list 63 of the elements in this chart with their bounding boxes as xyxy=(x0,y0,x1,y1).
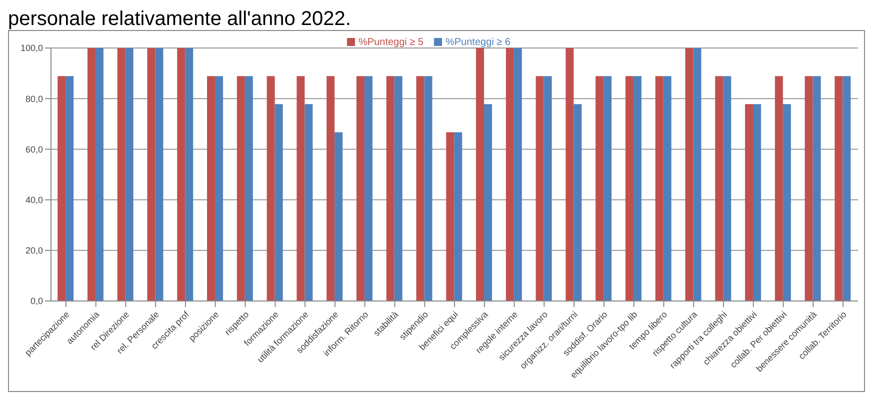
bar xyxy=(87,48,96,301)
bar xyxy=(185,48,194,301)
bar xyxy=(476,48,484,301)
bar xyxy=(685,48,694,301)
bar xyxy=(236,76,245,301)
bar xyxy=(842,76,851,301)
bar xyxy=(207,76,216,301)
bar xyxy=(125,48,134,301)
y-tick-label: 40,0 xyxy=(25,194,43,205)
y-tick-label: 80,0 xyxy=(25,94,43,104)
bar xyxy=(334,132,343,301)
bar xyxy=(536,76,544,301)
bar xyxy=(95,48,104,301)
bar xyxy=(574,104,582,301)
bar xyxy=(753,104,762,301)
bar xyxy=(364,76,372,301)
bar xyxy=(544,76,552,301)
bar xyxy=(514,48,522,301)
bar xyxy=(745,104,754,301)
bar xyxy=(655,76,664,301)
bar xyxy=(834,76,843,301)
y-tick-label: 60,0 xyxy=(25,144,43,154)
bar xyxy=(147,48,156,301)
bar xyxy=(663,76,672,301)
bar xyxy=(804,76,813,301)
bar xyxy=(66,76,74,301)
bar xyxy=(266,76,275,301)
bar xyxy=(446,132,454,301)
bar xyxy=(812,76,821,301)
legend-label: %Punteggi ≥ 6 xyxy=(446,37,510,48)
bar xyxy=(416,76,424,301)
legend-label: %Punteggi ≥ 5 xyxy=(358,37,424,48)
bar xyxy=(394,76,402,301)
bar xyxy=(177,48,186,301)
bar xyxy=(774,76,783,301)
chart-title: personale relativamente all'anno 2022. xyxy=(8,8,352,30)
bar xyxy=(244,76,253,301)
bar xyxy=(215,76,224,301)
bar xyxy=(296,76,305,301)
y-tick-label: 20,0 xyxy=(25,246,43,256)
y-tick-label: 100,0 xyxy=(20,43,43,54)
bar xyxy=(506,48,514,301)
bar xyxy=(723,76,732,301)
bar xyxy=(625,76,634,301)
bar xyxy=(386,76,394,301)
bar xyxy=(715,76,724,301)
bar xyxy=(604,76,612,301)
bar xyxy=(484,104,492,301)
bar xyxy=(155,48,164,301)
bar xyxy=(693,48,702,301)
bar xyxy=(58,76,66,301)
bar xyxy=(633,76,642,301)
bar xyxy=(566,48,574,301)
bar xyxy=(424,76,432,301)
bar xyxy=(274,104,283,301)
bar xyxy=(454,132,462,301)
bar xyxy=(326,76,335,301)
bar xyxy=(356,76,364,301)
bar xyxy=(304,104,313,301)
bar xyxy=(782,104,791,301)
bar xyxy=(117,48,126,301)
bar xyxy=(596,76,604,301)
y-tick-label: 0,0 xyxy=(30,296,43,306)
